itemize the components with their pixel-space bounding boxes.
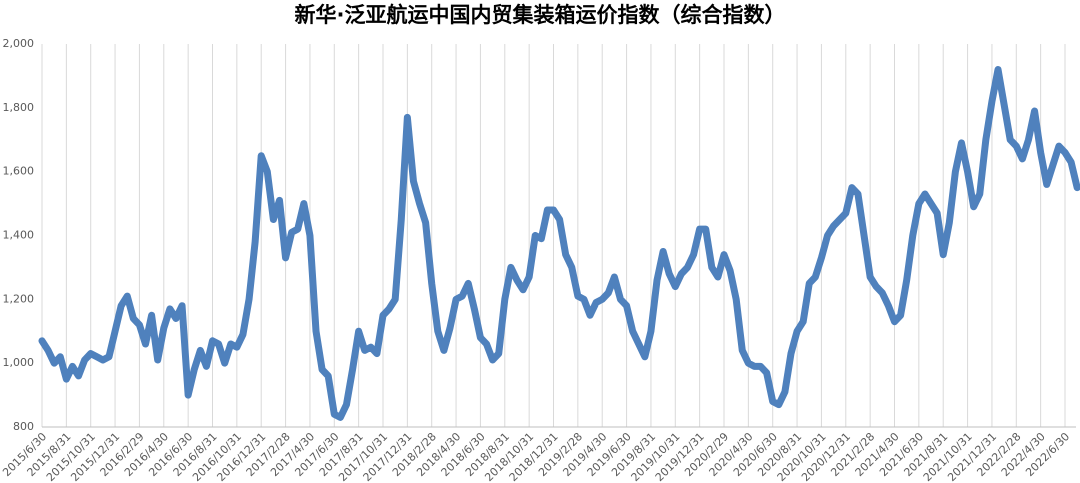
y-tick-label: 1,800 xyxy=(3,101,35,114)
y-tick-label: 1,000 xyxy=(3,356,35,369)
y-tick-label: 1,400 xyxy=(3,229,35,242)
y-tick-label: 1,200 xyxy=(3,292,35,305)
y-tick-label: 800 xyxy=(13,420,34,433)
y-tick-label: 2,000 xyxy=(3,37,35,50)
y-tick-label: 1,600 xyxy=(3,165,35,178)
chart-title: 新华·泛亚航运中国内贸集装箱运价指数（综合指数） xyxy=(295,3,786,27)
line-series xyxy=(38,66,1080,421)
